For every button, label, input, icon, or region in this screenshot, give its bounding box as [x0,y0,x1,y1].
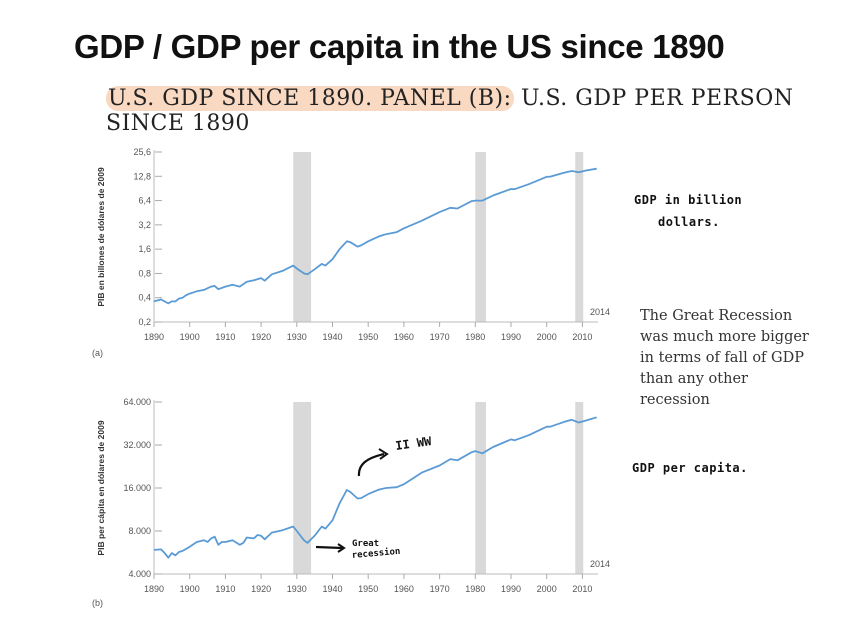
x-tick-label: 1890 [144,584,164,594]
recession-band [475,152,487,322]
x-tick-label: 1890 [144,332,164,342]
y-tick-label: 0,4 [138,293,151,303]
great-recession-annotation-line2: recession [351,546,401,561]
y-tick-label: 16.000 [123,483,151,493]
handwritten-gdp-note-line1: GDP in billion [634,193,743,207]
x-tick-label: 1900 [180,584,200,594]
x-tick-label: 1950 [358,584,378,594]
x-tick-label: 1970 [430,332,450,342]
great-recession-annotation-line1: Great [352,539,379,549]
x-tick-label: 2010 [572,584,592,594]
x-tick-label: 1930 [287,584,307,594]
x-tick-label: 1940 [322,332,342,342]
figure-caption: U.S. GDP SINCE 1890. PANEL (B): U.S. GDP… [106,86,806,134]
x-tick-label: 1990 [501,584,521,594]
x-tick-label: 1920 [251,584,271,594]
x-tick-label: 1930 [287,332,307,342]
great-recession-arrow [315,545,343,550]
y-axis-title: PIB en billones de dólares de 2009 [96,167,106,307]
recession-band [575,152,584,322]
x-tick-label: 1910 [215,584,235,594]
x-tick-label: 2000 [537,584,557,594]
y-tick-label: 1,6 [138,244,151,254]
panel-label: (a) [92,348,103,358]
x-tick-label: 1900 [180,332,200,342]
handwritten-gdp-note-line2: dollars. [658,215,720,229]
x-tick-label: 1980 [465,584,485,594]
y-tick-label: 25,6 [133,147,151,157]
panel-label: (b) [92,598,103,608]
caption-rest: U.S. GDP PER PERSON SINCE 1890 [106,86,794,134]
x-tick-label: 1970 [430,584,450,594]
y-tick-label: 12,8 [133,171,151,181]
recession-band [293,152,312,322]
x-tick-label: 1940 [322,584,342,594]
wwii-arrow [357,452,385,477]
chart-panel-b: 4.000 8.000 16.000 32.000 64.000 1890 1900 1910… [92,397,610,608]
y-tick-label: 64.000 [123,397,151,407]
x-tick-label: 1960 [394,332,414,342]
x-tick-label: 1980 [465,332,485,342]
wwii-annotation: II WW [394,434,432,453]
x-tick-label: 2000 [537,332,557,342]
caption-highlight: U.S. GDP SINCE 1890. PANEL (B): [106,86,514,111]
y-tick-label: 0,8 [138,268,151,278]
great-recession-arrowhead [337,543,346,553]
series-line-gdp-per-capita [153,416,597,559]
x-tick-label: 1950 [358,332,378,342]
handwritten-per-capita-note: GDP per capita. [632,461,748,475]
chart-panel-a: 0,2 0,4 0,8 1,6 3,2 6,4 12,8 25,6 1890 1900 1910 19… [92,147,610,358]
x-tick-label: 1920 [251,332,271,342]
end-year-label: 2014 [590,307,610,317]
x-tick-label: 2010 [572,332,592,342]
recession-band [575,402,584,574]
x-tick-label: 1990 [501,332,521,342]
great-recession-note: The Great Recession was much more bigger… [640,308,809,408]
y-tick-label: 32.000 [123,440,151,450]
end-year-label: 2014 [590,559,610,569]
series-line-gdp [153,167,597,305]
slide-title: GDP / GDP per capita in the US since 189… [74,28,725,65]
x-tick-label: 1960 [394,584,414,594]
y-axis-title: PIB per cápita en dólares de 2009 [96,420,106,555]
y-tick-label: 0,2 [138,317,151,327]
recession-band [293,402,312,574]
x-tick-label: 1910 [215,332,235,342]
wwii-arrowhead [378,448,389,460]
y-tick-label: 4.000 [128,569,151,579]
y-tick-label: 6,4 [138,196,151,206]
y-tick-label: 3,2 [138,220,151,230]
y-tick-label: 8.000 [128,526,151,536]
recession-band [475,402,487,574]
